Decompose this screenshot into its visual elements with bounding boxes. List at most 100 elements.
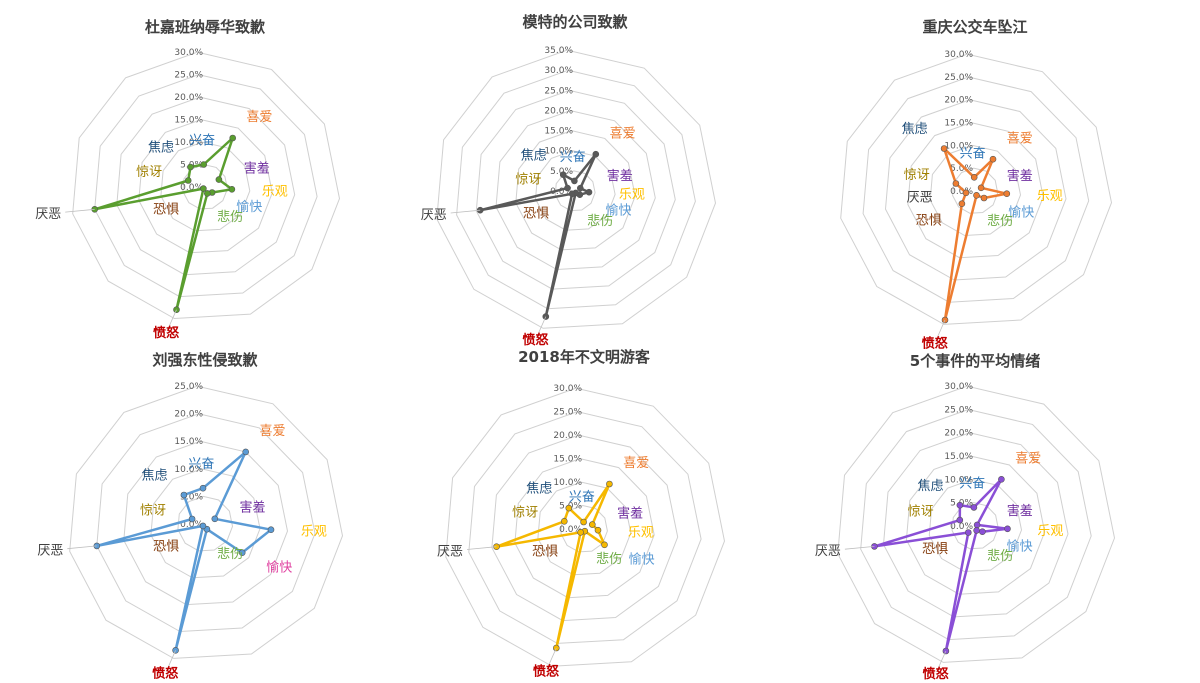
grid-ring [837, 385, 1116, 663]
category-label-惊讶: 惊讶 [908, 504, 934, 519]
data-point-恐惧 [199, 522, 207, 530]
label-leader [844, 546, 875, 550]
category-label-害羞: 害羞 [1007, 168, 1033, 184]
category-label-惊讶: 惊讶 [512, 506, 538, 521]
category-label-害羞: 害羞 [607, 168, 633, 184]
tick-label: 20.0% [174, 410, 203, 420]
tick-label: 0.0% [180, 520, 203, 530]
category-label-惊讶: 惊讶 [904, 168, 930, 183]
chart-title: 2018年不文明游客 [518, 348, 651, 366]
tick-label: 10.0% [944, 475, 973, 485]
grid-ring [468, 411, 702, 644]
data-point-乐观 [1003, 190, 1011, 197]
data-point-乐观 [1004, 525, 1011, 533]
tick-label: 10.0% [544, 147, 573, 157]
category-label-喜爱: 喜爱 [1015, 451, 1041, 466]
series-line [942, 147, 1009, 322]
label-leader [546, 647, 557, 670]
grid-ring [495, 110, 656, 271]
grid-ring [515, 130, 636, 251]
label-leader [935, 319, 946, 342]
category-label-恐惧: 恐惧 [532, 543, 558, 559]
category-label-悲伤: 悲伤 [587, 213, 613, 229]
category-label-乐观: 乐观 [628, 525, 654, 540]
tick-label: 0.0% [950, 522, 973, 532]
data-point-兴奋 [571, 177, 578, 185]
category-label-喜爱: 喜爱 [610, 126, 636, 141]
data-point-害羞 [973, 521, 981, 529]
category-label-焦虑: 焦虑 [917, 479, 943, 494]
data-point-焦虑 [940, 145, 948, 152]
data-point-焦虑 [559, 171, 567, 178]
data-point-焦虑 [187, 163, 194, 171]
data-point-害羞 [211, 515, 219, 523]
data-point-焦虑 [565, 504, 573, 512]
grid-ring [94, 74, 318, 298]
category-label-愤怒: 愤怒 [922, 335, 948, 351]
category-label-厌恶: 厌恶 [815, 544, 841, 559]
category-label-害羞: 害羞 [617, 505, 643, 521]
data-point-喜爱 [592, 150, 600, 158]
category-label-恐惧: 恐惧 [523, 205, 549, 221]
data-point-焦虑 [180, 491, 188, 499]
category-label-喜爱: 喜爱 [260, 424, 286, 439]
grid-ring [445, 387, 726, 667]
category-label-恐惧: 恐惧 [922, 541, 948, 557]
category-label-喜爱: 喜爱 [623, 456, 649, 471]
tick-label: 20.0% [944, 96, 973, 106]
category-label-愉快: 愉快 [629, 551, 655, 567]
data-point-兴奋 [970, 174, 978, 181]
tick-label: 25.0% [944, 73, 973, 83]
data-point-恐惧 [200, 185, 207, 192]
tick-label: 15.0% [544, 127, 573, 137]
category-label-焦虑: 焦虑 [148, 141, 174, 156]
data-point-惊讶 [560, 517, 568, 525]
label-leader [450, 209, 481, 214]
category-label-悲伤: 悲伤 [596, 551, 622, 567]
category-label-兴奋: 兴奋 [959, 476, 985, 491]
category-label-乐观: 乐观 [619, 187, 645, 202]
category-label-乐观: 乐观 [301, 525, 327, 540]
category-label-厌恶: 厌恶 [907, 191, 933, 206]
category-label-害羞: 害羞 [1007, 503, 1033, 519]
category-label-惊讶: 惊讶 [140, 503, 166, 518]
data-point-喜爱 [242, 448, 249, 456]
data-point-喜爱 [998, 475, 1005, 483]
tick-label: 25.0% [544, 86, 573, 96]
data-point-厌恶 [962, 189, 970, 197]
data-point-愉快 [979, 528, 986, 536]
radar-chart-3: 重庆公交车坠江 30.0% 25.0% 20.0% 15.0% 10.0% 5.0% 0.0%… [840, 18, 1113, 351]
category-label-乐观: 乐观 [1037, 524, 1063, 539]
category-label-害羞: 害羞 [244, 160, 270, 176]
tick-label: 10.0% [174, 465, 203, 475]
category-label-喜爱: 喜爱 [1007, 131, 1033, 146]
tick-label: 20.0% [174, 93, 203, 103]
category-label-悲伤: 悲伤 [217, 209, 243, 225]
tick-label: 10.0% [944, 141, 973, 151]
grid-ring [69, 385, 344, 659]
chart-title: 模特的公司致歉 [522, 13, 627, 31]
tick-label: 30.0% [174, 48, 203, 58]
data-point-乐观 [594, 526, 602, 534]
category-label-愤怒: 愤怒 [152, 666, 178, 682]
data-point-恐惧 [964, 529, 972, 536]
category-label-惊讶: 惊讶 [136, 165, 162, 180]
category-label-兴奋: 兴奋 [560, 150, 586, 165]
grid-ring [929, 144, 1022, 237]
grid-ring [862, 76, 1090, 303]
tick-label: 15.0% [944, 452, 973, 462]
radar-chart-5: 2018年不文明游客30.0%25.0%20.0%15.0%10.0%5.0%0… [437, 348, 726, 679]
data-point-害羞 [215, 176, 223, 183]
category-label-厌恶: 厌恶 [421, 208, 447, 223]
label-leader [166, 309, 177, 332]
data-point-愉快 [601, 541, 608, 549]
grid-ring [96, 413, 316, 633]
data-point-愉快 [980, 194, 988, 202]
data-point-害羞 [576, 184, 584, 192]
grid-ring [860, 408, 1092, 641]
category-label-愤怒: 愤怒 [533, 663, 559, 679]
data-point-喜爱 [229, 134, 236, 142]
data-point-兴奋 [200, 161, 207, 168]
grid-ring [928, 478, 1023, 573]
